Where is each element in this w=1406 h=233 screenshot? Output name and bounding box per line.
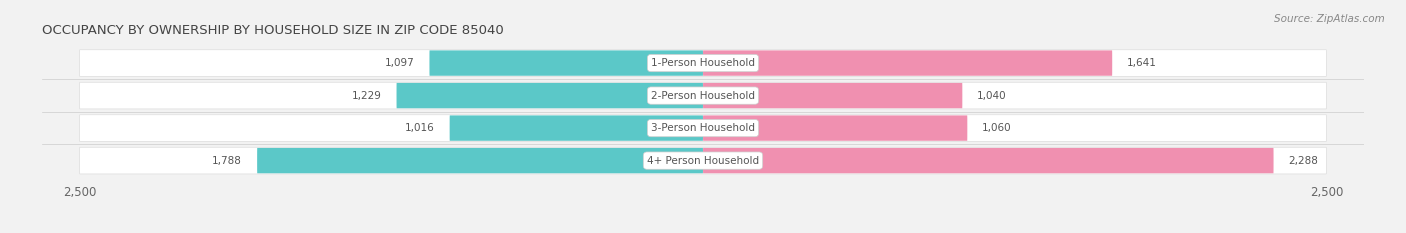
FancyBboxPatch shape [703,148,1274,173]
Text: 3-Person Household: 3-Person Household [651,123,755,133]
Text: 1,097: 1,097 [385,58,415,68]
Text: 1,016: 1,016 [405,123,434,133]
Legend: Owner-occupied, Renter-occupied: Owner-occupied, Renter-occupied [578,230,828,233]
FancyBboxPatch shape [257,148,703,173]
Text: 2,288: 2,288 [1288,156,1319,166]
FancyBboxPatch shape [703,115,967,141]
FancyBboxPatch shape [450,115,703,141]
FancyBboxPatch shape [703,50,1112,76]
Text: 1,040: 1,040 [977,91,1007,101]
FancyBboxPatch shape [703,83,962,108]
FancyBboxPatch shape [80,82,1326,109]
Text: 2-Person Household: 2-Person Household [651,91,755,101]
Text: Source: ZipAtlas.com: Source: ZipAtlas.com [1274,14,1385,24]
Text: 1,641: 1,641 [1128,58,1157,68]
Text: 1,060: 1,060 [983,123,1012,133]
Text: 1,788: 1,788 [212,156,242,166]
Text: 1-Person Household: 1-Person Household [651,58,755,68]
FancyBboxPatch shape [80,50,1326,76]
FancyBboxPatch shape [396,83,703,108]
FancyBboxPatch shape [80,147,1326,174]
Text: OCCUPANCY BY OWNERSHIP BY HOUSEHOLD SIZE IN ZIP CODE 85040: OCCUPANCY BY OWNERSHIP BY HOUSEHOLD SIZE… [42,24,503,37]
Text: 4+ Person Household: 4+ Person Household [647,156,759,166]
FancyBboxPatch shape [429,50,703,76]
Text: 1,229: 1,229 [352,91,381,101]
FancyBboxPatch shape [80,115,1326,141]
